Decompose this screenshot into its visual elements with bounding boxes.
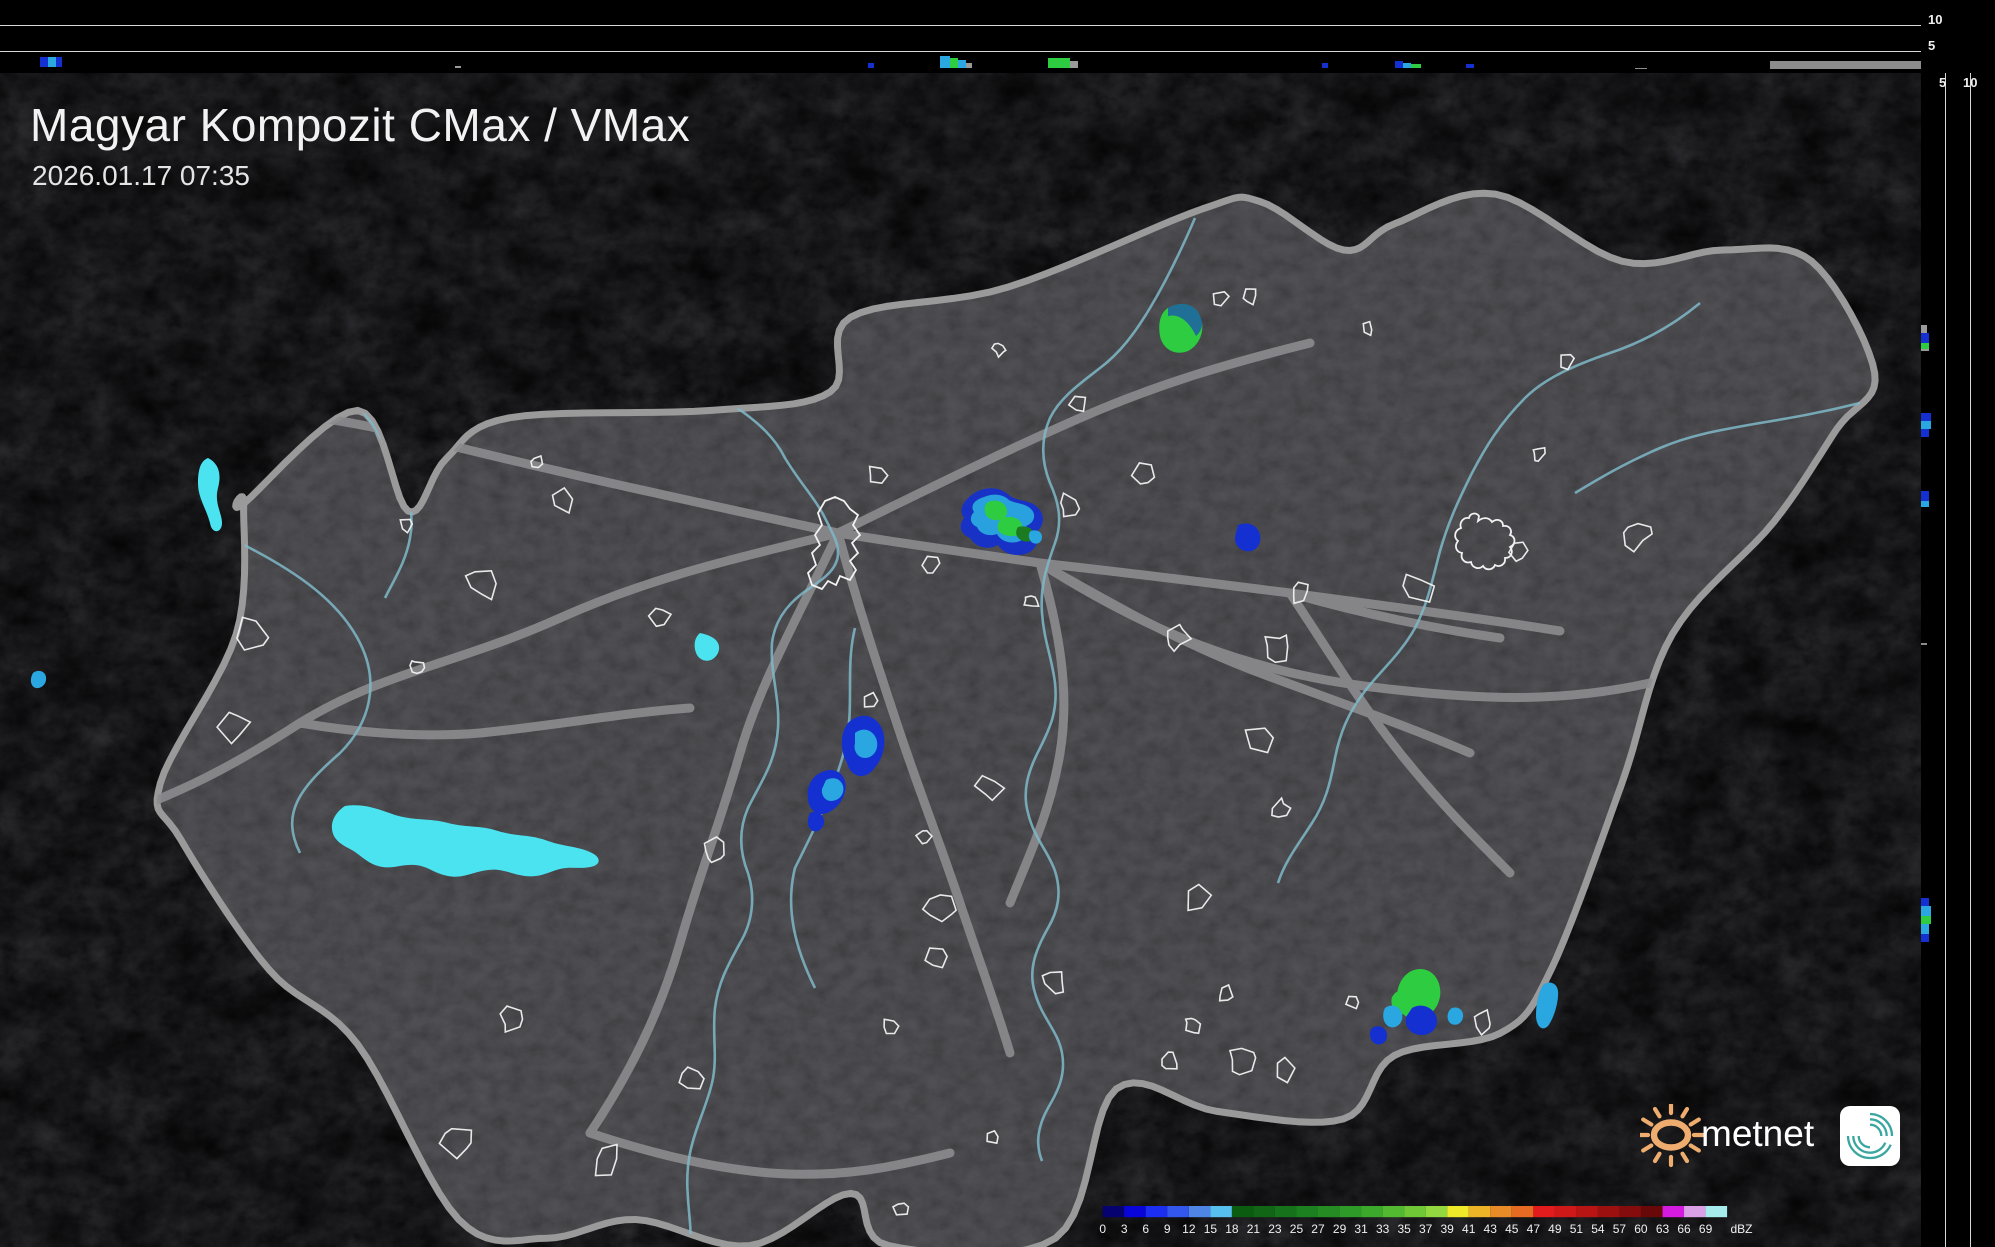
svg-text:49: 49 [1548, 1222, 1562, 1236]
svg-text:6: 6 [1142, 1222, 1149, 1236]
svg-text:31: 31 [1354, 1222, 1368, 1236]
svg-text:23: 23 [1268, 1222, 1282, 1236]
svg-text:21: 21 [1247, 1222, 1261, 1236]
svg-text:69: 69 [1699, 1222, 1713, 1236]
svg-text:63: 63 [1656, 1222, 1670, 1236]
svg-text:47: 47 [1527, 1222, 1541, 1236]
svg-text:9: 9 [1164, 1222, 1171, 1236]
svg-text:15: 15 [1204, 1222, 1218, 1236]
svg-text:27: 27 [1311, 1222, 1325, 1236]
svg-text:29: 29 [1333, 1222, 1347, 1236]
svg-text:0: 0 [1099, 1222, 1106, 1236]
svg-text:60: 60 [1634, 1222, 1648, 1236]
svg-text:39: 39 [1441, 1222, 1455, 1236]
svg-text:dBZ: dBZ [1730, 1222, 1752, 1236]
svg-text:51: 51 [1570, 1222, 1584, 1236]
svg-text:66: 66 [1677, 1222, 1691, 1236]
svg-text:57: 57 [1613, 1222, 1627, 1236]
svg-text:45: 45 [1505, 1222, 1519, 1236]
svg-text:33: 33 [1376, 1222, 1390, 1236]
svg-text:54: 54 [1591, 1222, 1605, 1236]
svg-text:41: 41 [1462, 1222, 1476, 1236]
svg-text:37: 37 [1419, 1222, 1433, 1236]
svg-text:43: 43 [1484, 1222, 1498, 1236]
svg-text:25: 25 [1290, 1222, 1304, 1236]
svg-text:metnet: metnet [1701, 1113, 1815, 1154]
svg-text:3: 3 [1121, 1222, 1128, 1236]
svg-text:35: 35 [1397, 1222, 1411, 1236]
svg-text:18: 18 [1225, 1222, 1239, 1236]
svg-text:12: 12 [1182, 1222, 1196, 1236]
